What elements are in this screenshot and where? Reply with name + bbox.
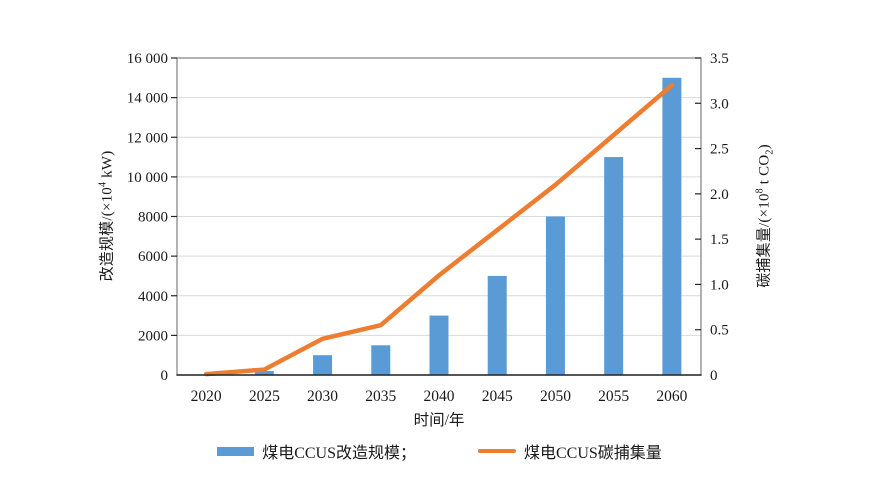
right-tick-label: 1.5 xyxy=(710,232,729,248)
bar-2045 xyxy=(487,275,507,375)
right-tick-label: 1.0 xyxy=(710,277,729,293)
x-tick-label: 2060 xyxy=(656,388,687,405)
left-tick-label: 10 000 xyxy=(127,170,168,186)
legend: 煤电CCUS改造规模； 煤电CCUS碳捕集量 xyxy=(0,439,879,463)
legend-item-line: 煤电CCUS碳捕集量 xyxy=(478,439,662,463)
x-tick-label: 2035 xyxy=(365,388,396,405)
right-tick-label: 2.5 xyxy=(710,142,729,158)
right-axis-title: 碳捕集量/(×108 t CO2) xyxy=(753,144,776,288)
x-tick-label: 2045 xyxy=(482,388,513,405)
left-tick-label: 4000 xyxy=(138,289,168,305)
left-tick-label: 16 000 xyxy=(127,51,168,67)
right-tick-label: 0.5 xyxy=(710,323,729,339)
line-swatch-icon xyxy=(478,448,516,454)
bar-2060 xyxy=(662,77,682,375)
legend-label-bars: 煤电CCUS改造规模； xyxy=(262,445,416,462)
bar-2050 xyxy=(545,216,565,375)
left-tick-label: 2000 xyxy=(138,328,168,344)
left-tick-label: 14 000 xyxy=(127,91,168,107)
right-tick-label: 0 xyxy=(710,368,718,384)
left-tick-label: 12 000 xyxy=(127,130,168,146)
bar-2035 xyxy=(371,345,391,375)
x-axis-title: 时间/年 xyxy=(413,412,465,429)
left-axis-title-prefix: 改造规模/(×10 xyxy=(99,186,116,282)
legend-item-bars: 煤电CCUS改造规模； xyxy=(217,439,416,463)
left-tick-label: 8000 xyxy=(138,210,168,226)
right-tick-label: 3.5 xyxy=(710,51,729,67)
capture-line-series xyxy=(203,82,675,377)
right-axis-title-mid: t CO xyxy=(756,154,773,189)
left-tick-label: 0 xyxy=(161,368,169,384)
bar-2030 xyxy=(313,355,333,375)
bar-2025 xyxy=(254,371,274,375)
x-tick-label: 2050 xyxy=(540,388,571,405)
bar-2040 xyxy=(429,315,449,375)
bar-swatch-icon xyxy=(217,446,255,456)
bar-2055 xyxy=(604,157,624,375)
right-axis-title-sup: 8 xyxy=(754,188,766,194)
x-tick-label: 2025 xyxy=(249,388,280,405)
right-axis-title-suffix: ) xyxy=(756,144,773,150)
right-axis-title-prefix: 碳捕集量/(×10 xyxy=(756,193,773,288)
right-tick-label: 2.0 xyxy=(710,187,729,203)
x-tick-label: 2030 xyxy=(307,388,338,405)
x-tick-label: 2055 xyxy=(598,388,629,405)
left-axis-title: 改造规模/(×104 kW) xyxy=(96,151,117,282)
right-axis-title-sub: 2 xyxy=(764,149,776,155)
left-tick-label: 6000 xyxy=(138,249,168,265)
x-tick-label: 2040 xyxy=(424,388,455,405)
left-axis-title-sup: 4 xyxy=(97,181,109,187)
legend-label-line: 煤电CCUS碳捕集量 xyxy=(524,445,662,462)
right-tick-label: 3.0 xyxy=(710,96,729,112)
left-axis-title-suffix: kW) xyxy=(99,150,116,182)
x-tick-label: 2020 xyxy=(191,388,222,405)
